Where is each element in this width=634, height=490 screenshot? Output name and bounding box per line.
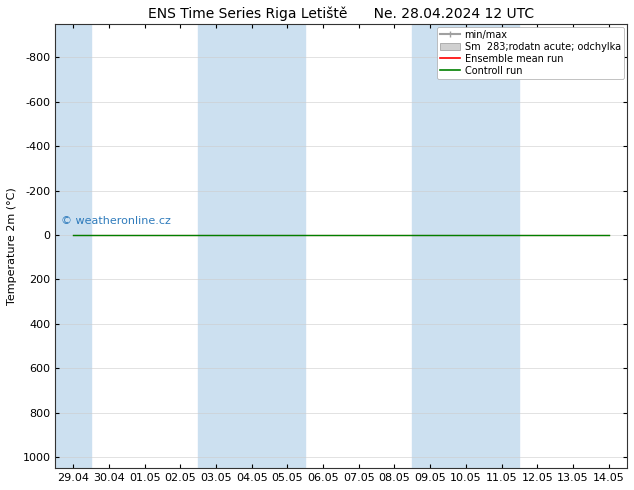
Text: © weatheronline.cz: © weatheronline.cz xyxy=(61,216,171,226)
Bar xyxy=(55,24,91,468)
Y-axis label: Temperature 2m (°C): Temperature 2m (°C) xyxy=(7,187,17,305)
Legend: min/max, Sm  283;rodatn acute; odchylka, Ensemble mean run, Controll run: min/max, Sm 283;rodatn acute; odchylka, … xyxy=(437,27,624,78)
Bar xyxy=(198,24,305,468)
Title: ENS Time Series Riga Letiště      Ne. 28.04.2024 12 UTC: ENS Time Series Riga Letiště Ne. 28.04.2… xyxy=(148,7,534,22)
Bar xyxy=(412,24,519,468)
